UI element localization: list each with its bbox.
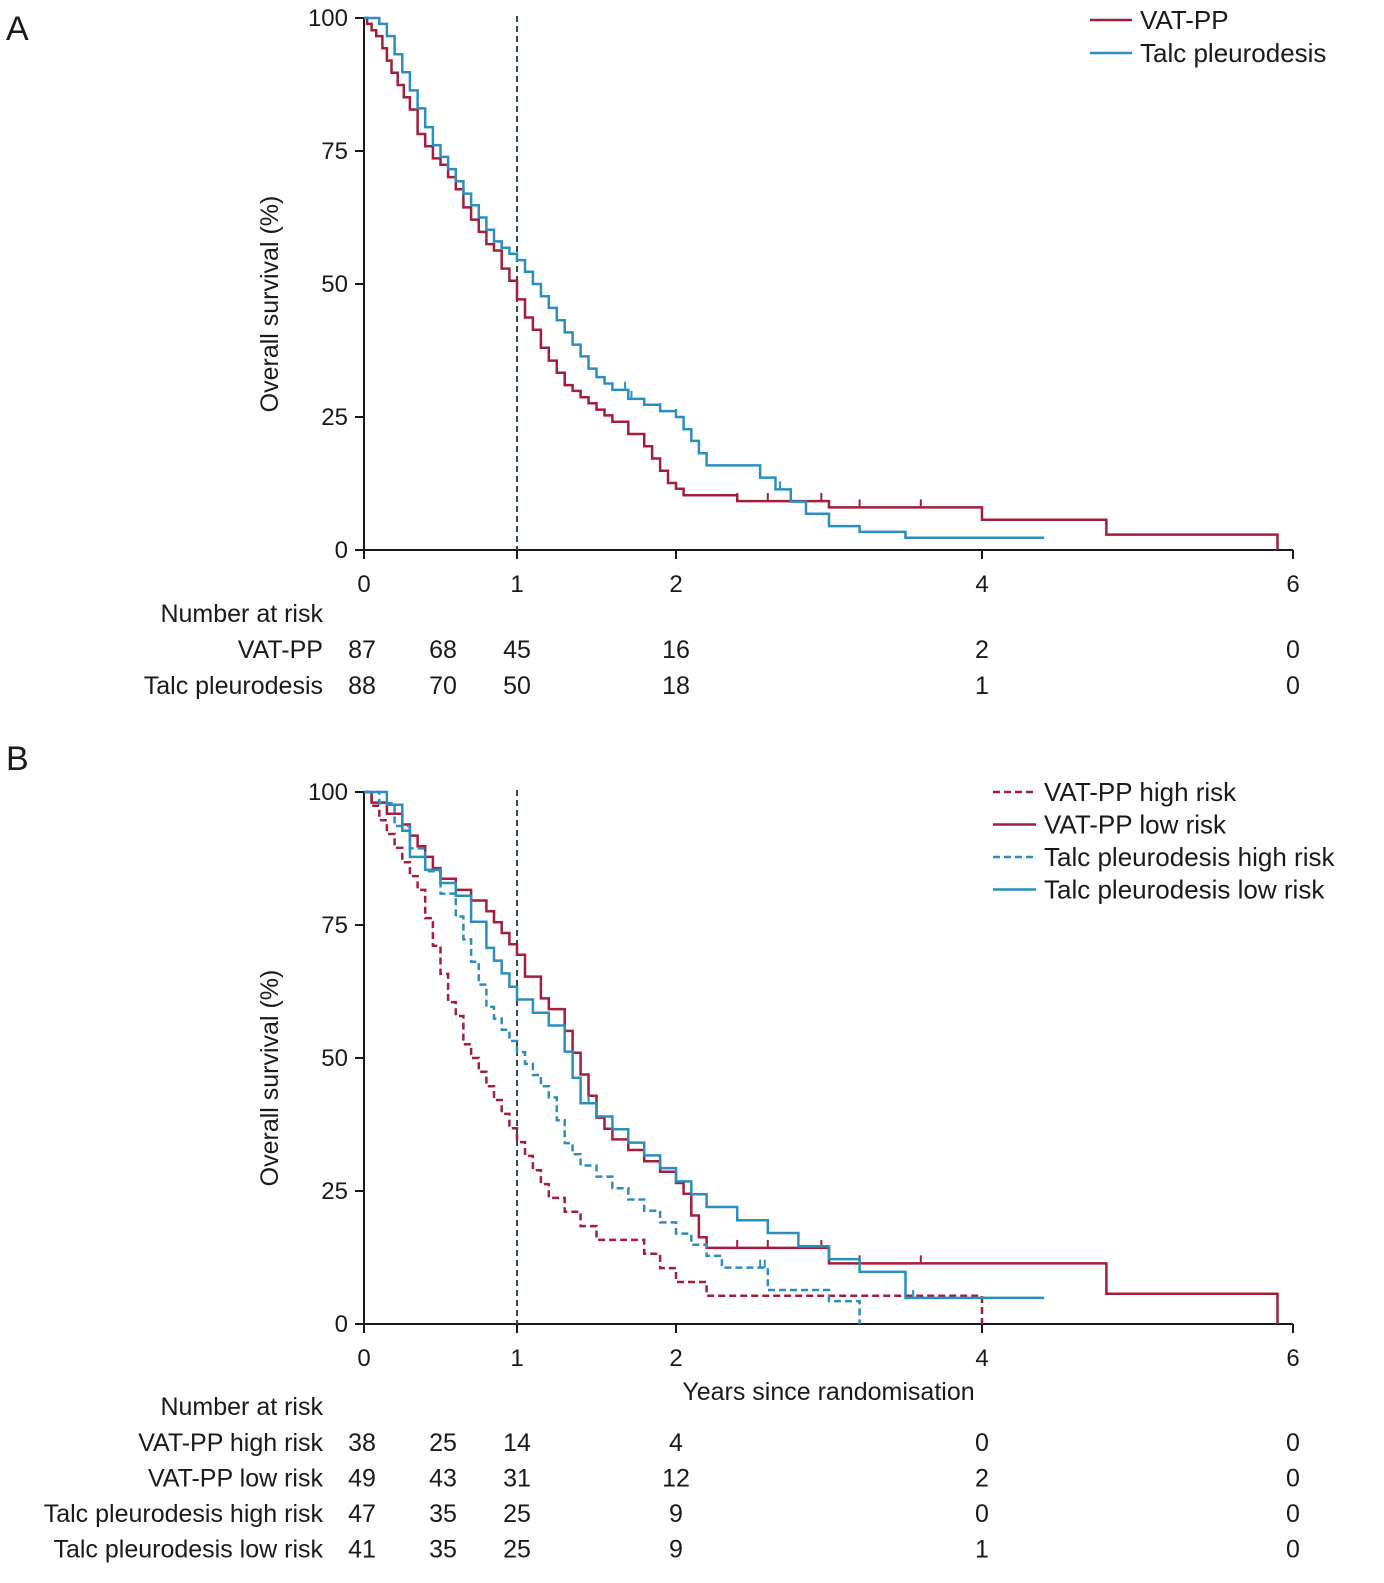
legend-label: VAT-PP low risk [1044, 810, 1227, 840]
y-tick-label: 0 [335, 537, 348, 564]
x-tick-label: 0 [357, 571, 370, 598]
risk-value: 88 [348, 672, 376, 700]
legend-label: VAT-PP high risk [1044, 777, 1237, 807]
x-axis-title: Years since randomisation [682, 1378, 974, 1406]
legend-label: Talc pleurodesis [1140, 38, 1326, 68]
risk-value: 9 [669, 1536, 683, 1564]
risk-row-label: VAT-PP [238, 636, 323, 664]
risk-value: 0 [1286, 672, 1300, 700]
risk-value: 25 [503, 1500, 531, 1528]
risk-row-label: VAT-PP high risk [138, 1429, 323, 1457]
x-tick-label: 2 [669, 571, 682, 598]
series-line-vat-pp-low-risk [364, 790, 1279, 1324]
risk-value: 4 [669, 1429, 683, 1457]
risk-value: 18 [662, 672, 690, 700]
series-line-talc-pleurodesis [364, 16, 1045, 540]
risk-value: 16 [662, 636, 690, 664]
x-tick-label: 4 [975, 1345, 988, 1372]
risk-row-label: Talc pleurodesis [144, 672, 323, 700]
risk-value: 0 [1286, 1465, 1300, 1493]
risk-table-title: Number at risk [160, 1393, 323, 1421]
risk-value: 0 [1286, 1536, 1300, 1564]
x-tick-label: 0 [357, 1345, 370, 1372]
risk-value: 25 [503, 1536, 531, 1564]
y-tick-label: 50 [321, 1045, 348, 1072]
risk-value: 0 [975, 1500, 989, 1528]
risk-value: 1 [975, 1536, 989, 1564]
legend-label: Talc pleurodesis high risk [1044, 842, 1335, 872]
y-tick-label: 75 [321, 138, 348, 165]
series-line-vat-pp-high-risk [364, 790, 984, 1324]
risk-value: 70 [429, 672, 457, 700]
risk-table-title: Number at risk [160, 600, 323, 628]
x-tick-label: 6 [1286, 1345, 1299, 1372]
risk-value: 38 [348, 1429, 376, 1457]
risk-value: 68 [429, 636, 457, 664]
panel-letter: A [6, 10, 29, 48]
risk-row-label: Talc pleurodesis high risk [44, 1500, 324, 1528]
risk-row-label: Talc pleurodesis low risk [53, 1536, 323, 1564]
x-tick-label: 1 [510, 571, 523, 598]
y-tick-label: 0 [335, 1311, 348, 1338]
risk-value: 25 [429, 1429, 457, 1457]
risk-value: 31 [503, 1465, 531, 1493]
risk-value: 2 [975, 636, 989, 664]
y-tick-label: 100 [308, 779, 348, 806]
risk-value: 47 [348, 1500, 376, 1528]
x-tick-label: 2 [669, 1345, 682, 1372]
y-axis-title: Overall survival (%) [256, 196, 284, 413]
risk-value: 87 [348, 636, 376, 664]
risk-value: 41 [348, 1536, 376, 1564]
risk-value: 0 [975, 1429, 989, 1457]
risk-value: 45 [503, 636, 531, 664]
risk-value: 43 [429, 1465, 457, 1493]
y-tick-label: 75 [321, 912, 348, 939]
risk-value: 2 [975, 1465, 989, 1493]
risk-value: 50 [503, 672, 531, 700]
y-tick-label: 100 [308, 5, 348, 32]
risk-value: 35 [429, 1500, 457, 1528]
x-tick-label: 1 [510, 1345, 523, 1372]
y-tick-label: 50 [321, 271, 348, 298]
x-tick-label: 4 [975, 571, 988, 598]
risk-row-label: VAT-PP low risk [148, 1465, 324, 1493]
risk-value: 12 [662, 1465, 690, 1493]
series-line-vat-pp [364, 16, 1279, 550]
legend-label: VAT-PP [1140, 5, 1229, 35]
risk-value: 1 [975, 672, 989, 700]
risk-value: 0 [1286, 636, 1300, 664]
risk-value: 0 [1286, 1500, 1300, 1528]
y-tick-label: 25 [321, 404, 348, 431]
x-tick-label: 6 [1286, 571, 1299, 598]
series-line-talc-pleurodesis-low-risk [364, 790, 1045, 1300]
risk-value: 49 [348, 1465, 376, 1493]
risk-value: 0 [1286, 1429, 1300, 1457]
panel-letter: B [6, 740, 29, 778]
legend-label: Talc pleurodesis low risk [1044, 875, 1325, 905]
risk-value: 35 [429, 1536, 457, 1564]
risk-value: 9 [669, 1500, 683, 1528]
y-axis-title: Overall survival (%) [256, 970, 284, 1187]
y-tick-label: 25 [321, 1178, 348, 1205]
series-line-talc-pleurodesis-high-risk [364, 790, 861, 1324]
risk-value: 14 [503, 1429, 531, 1457]
